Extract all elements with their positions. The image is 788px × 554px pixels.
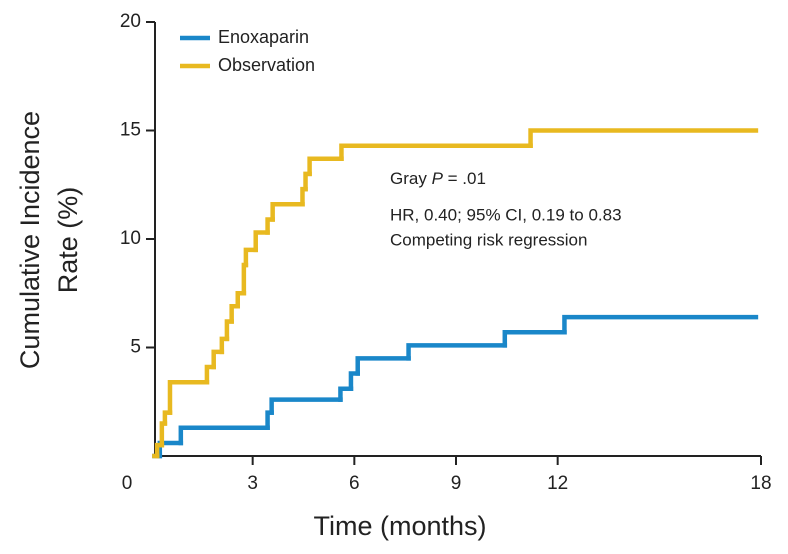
x-tick-label: 18 xyxy=(750,473,771,494)
step-segment xyxy=(232,306,238,321)
step-segment xyxy=(207,367,214,382)
y-tick-label: 5 xyxy=(130,337,141,358)
step-segment xyxy=(246,250,256,265)
annotation: Competing risk regression xyxy=(390,230,587,249)
y-tick-label: 10 xyxy=(120,228,141,249)
step-segment xyxy=(505,332,565,345)
annotation: Gray P = .01 xyxy=(390,169,486,188)
x-tick-label: 0 xyxy=(122,473,133,494)
step-segment xyxy=(227,321,232,338)
x-tick-label: 6 xyxy=(349,473,360,494)
x-tick-label: 3 xyxy=(247,473,258,494)
annotation-part: P xyxy=(432,169,444,188)
series xyxy=(154,317,756,456)
step-segment xyxy=(170,382,207,412)
step-segment xyxy=(302,189,305,204)
step-segment xyxy=(306,174,310,189)
legend-label: Observation xyxy=(218,55,315,75)
annotation: HR, 0.40; 95% CI, 0.19 to 0.83 xyxy=(390,205,622,224)
x-tick-label: 9 xyxy=(451,473,462,494)
step-segment xyxy=(531,131,756,146)
step-segment xyxy=(409,345,505,358)
step-segment xyxy=(214,352,222,367)
y-tick-label: 15 xyxy=(120,120,141,141)
y-axis-label-line: Rate (%) xyxy=(53,187,83,294)
x-tick-label: 12 xyxy=(547,473,568,494)
step-segment xyxy=(564,317,755,332)
y-axis-label-line: Cumulative Incidence xyxy=(15,111,45,369)
step-segment xyxy=(358,358,409,373)
x-axis-label: Time (months) xyxy=(313,511,486,541)
step-segment xyxy=(272,400,341,413)
legend-label: Enoxaparin xyxy=(218,27,309,47)
step-segment xyxy=(341,146,530,159)
step-segment xyxy=(244,265,246,293)
step-segment xyxy=(273,204,303,219)
y-tick-label: 20 xyxy=(120,11,141,32)
step-segment xyxy=(181,428,268,443)
annotation-part: = .01 xyxy=(448,169,486,188)
step-segment xyxy=(256,232,268,249)
step-segment xyxy=(351,374,358,389)
step-segment xyxy=(268,413,272,428)
step-segment xyxy=(310,159,342,174)
annotation-part: Gray xyxy=(390,169,427,188)
y-axis-label: Cumulative Incidence Rate (%) xyxy=(15,111,83,369)
